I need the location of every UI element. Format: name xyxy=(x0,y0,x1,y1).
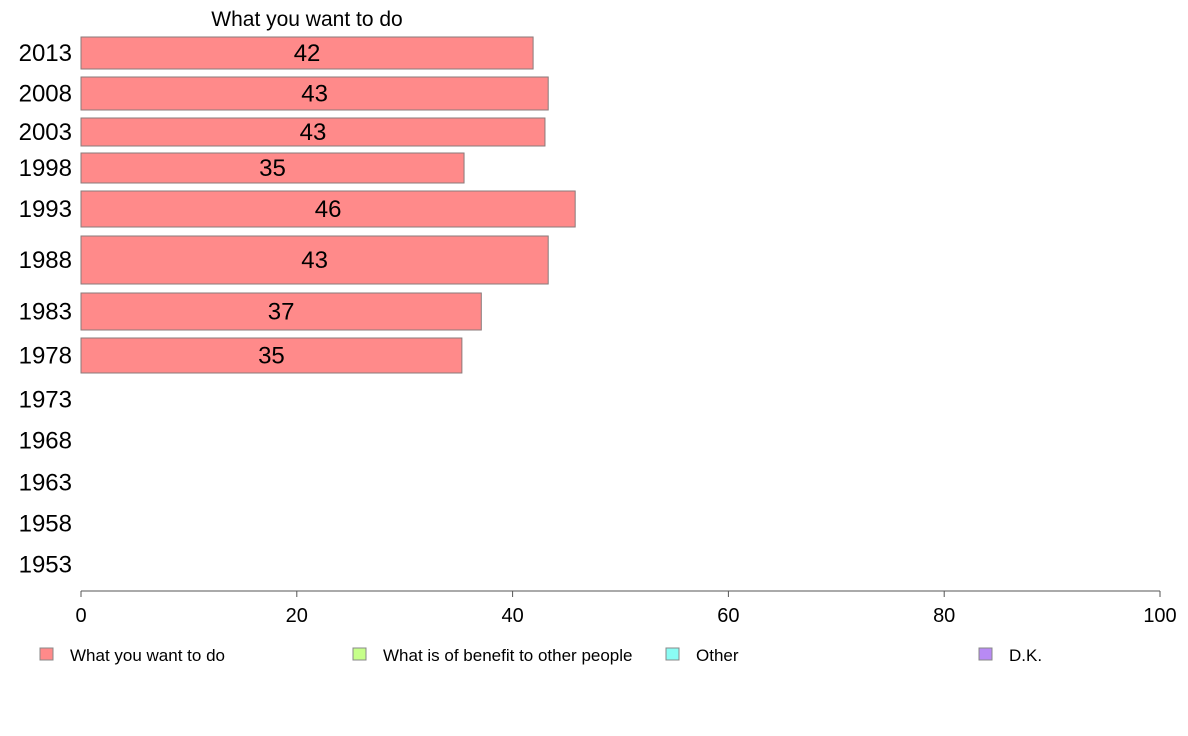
x-tick-label-40: 40 xyxy=(501,605,523,627)
value-label-1998: 35 xyxy=(259,155,286,182)
legend-swatch-d-k xyxy=(978,647,993,661)
year-labels-layer: 2013 2008 2003 1998 1993 1988 1983 1978 1973 1968… xyxy=(19,40,72,579)
year-label-2013: 2013 xyxy=(19,40,72,67)
value-label-1983: 37 xyxy=(268,299,295,326)
bar-2013 xyxy=(80,36,534,70)
year-label-1978: 1978 xyxy=(19,343,72,370)
year-label-1958: 1958 xyxy=(19,511,72,538)
x-tick-label-100: 100 xyxy=(1143,605,1176,627)
legend-label-what-you-want-to-do: What you want to do xyxy=(70,646,225,665)
year-label-1968: 1968 xyxy=(19,428,72,455)
year-label-1973: 1973 xyxy=(19,387,72,414)
year-label-1983: 1983 xyxy=(19,299,72,326)
bar-1983 xyxy=(80,292,482,331)
legend-swatch-other xyxy=(665,647,680,661)
legend-label-what-is-of-benefit-to-other-people: What is of benefit to other people xyxy=(383,646,633,665)
x-tick-label-80: 80 xyxy=(933,605,955,627)
legend: What you want to do What is of benefit to… xyxy=(39,646,1042,665)
year-label-1953: 1953 xyxy=(19,552,72,579)
year-label-1988: 1988 xyxy=(19,247,72,274)
bar-2008 xyxy=(80,76,549,111)
year-label-2003: 2003 xyxy=(19,119,72,146)
bars-layer xyxy=(80,36,576,374)
bar-1998 xyxy=(80,152,465,184)
legend-label-d-k: D.K. xyxy=(1009,646,1042,665)
x-tick-label-20: 20 xyxy=(286,605,308,627)
value-label-1988: 43 xyxy=(301,247,328,274)
legend-swatch-what-you-want-to-do xyxy=(39,647,54,661)
x-axis: 0 20 40 60 80 100 xyxy=(75,590,1177,627)
value-label-1993: 46 xyxy=(315,196,342,223)
year-label-1963: 1963 xyxy=(19,470,72,497)
year-label-1998: 1998 xyxy=(19,155,72,182)
year-label-2008: 2008 xyxy=(19,81,72,108)
value-label-2013: 42 xyxy=(294,40,321,67)
bar-1988 xyxy=(80,235,549,285)
legend-label-other: Other xyxy=(696,646,739,665)
x-tick-label-60: 60 xyxy=(717,605,739,627)
legend-swatch-what-is-of-benefit-to-other-people xyxy=(352,647,367,661)
bar-2003 xyxy=(80,117,546,147)
bar-1993 xyxy=(80,190,576,228)
value-label-2008: 43 xyxy=(301,81,328,108)
value-label-2003: 43 xyxy=(300,119,327,146)
bar-1978 xyxy=(80,337,463,374)
chart-title: What you want to do xyxy=(211,8,402,31)
x-tick-label-0: 0 xyxy=(75,605,86,627)
year-label-1993: 1993 xyxy=(19,196,72,223)
value-label-1978: 35 xyxy=(258,343,285,370)
